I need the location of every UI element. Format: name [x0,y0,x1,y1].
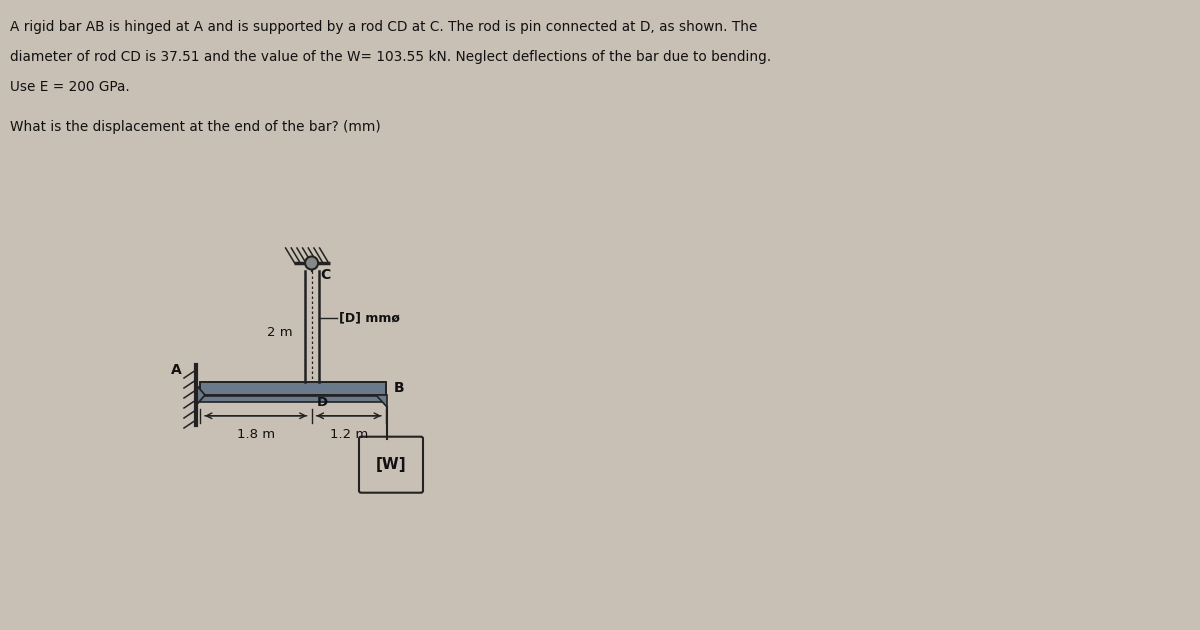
Text: 1.2 m: 1.2 m [330,428,368,441]
Text: C: C [320,268,331,282]
Text: Use E = 200 GPa.: Use E = 200 GPa. [10,80,130,94]
Text: B: B [394,382,404,396]
Text: 2 m: 2 m [266,326,293,340]
Bar [200,382,386,395]
Text: [W]: [W] [376,457,407,472]
Polygon shape [376,395,386,407]
FancyBboxPatch shape [359,437,424,493]
Polygon shape [196,384,205,405]
Text: What is the displacement at the end of the bar? (mm): What is the displacement at the end of t… [10,120,380,134]
Text: 1.8 m: 1.8 m [236,428,275,441]
Bar [200,396,386,402]
Circle shape [305,256,318,270]
Text: D: D [317,396,328,409]
Text: diameter of rod CD is 37.51 and the value of the W= 103.55 kN. Neglect deflectio: diameter of rod CD is 37.51 and the valu… [10,50,772,64]
Text: [D] mmø: [D] mmø [338,311,400,324]
Text: A: A [172,363,182,377]
Text: A rigid bar AB is hinged at A and is supported by a rod CD at C. The rod is pin : A rigid bar AB is hinged at A and is sup… [10,20,757,34]
